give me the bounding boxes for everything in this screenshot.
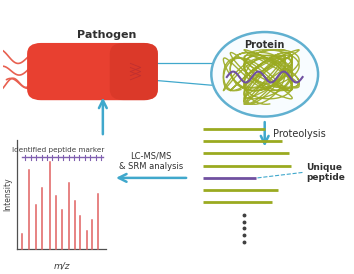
Text: LC-MS/MS
& SRM analysis: LC-MS/MS & SRM analysis bbox=[119, 152, 183, 171]
Text: Proteolysis: Proteolysis bbox=[273, 129, 326, 139]
Text: Unique
peptide: Unique peptide bbox=[306, 163, 345, 182]
Text: Intensity: Intensity bbox=[4, 178, 13, 211]
Circle shape bbox=[211, 32, 318, 116]
Text: Pathogen: Pathogen bbox=[76, 30, 136, 40]
Text: Protein: Protein bbox=[245, 40, 285, 50]
FancyBboxPatch shape bbox=[27, 43, 158, 100]
Text: Identified peptide marker: Identified peptide marker bbox=[12, 147, 104, 153]
FancyBboxPatch shape bbox=[110, 43, 158, 100]
Text: m/z: m/z bbox=[53, 261, 70, 270]
